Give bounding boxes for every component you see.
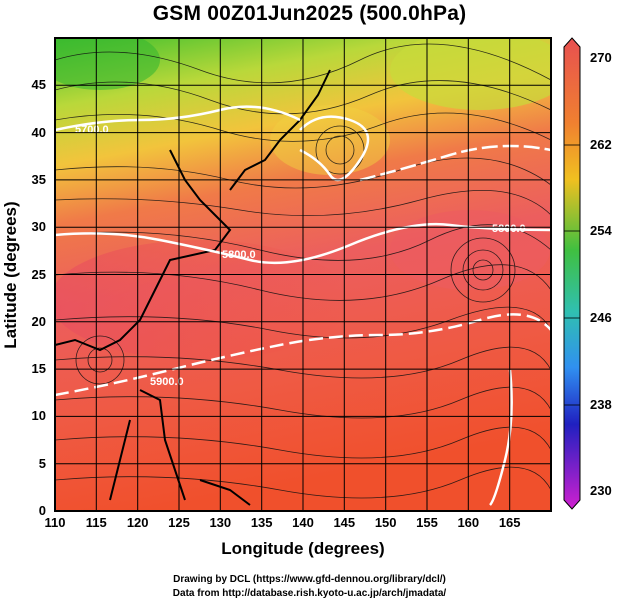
y-axis-title: Latitude (degrees) [1,201,20,349]
y-tick-label: 5 [38,455,46,471]
y-tick-label: 0 [38,503,46,518]
map-title: GSM 00Z01Jun2025 (500.0hPa) [152,2,467,25]
x-tick-label: 125 [168,515,190,530]
x-tick-label: 160 [457,515,480,530]
x-tick-label: 135 [250,515,273,530]
y-tick-label: 45 [31,77,46,93]
y-tick-label: 30 [31,219,46,235]
y-tick-label: 15 [31,361,46,377]
grid [55,38,551,511]
colorbar-label: 230 [590,483,612,498]
contour-label: 5800.0 [222,249,256,261]
colorbar [563,37,581,510]
y-tick-label: 40 [31,124,46,140]
contour-label: 5700.0 [75,124,109,136]
y-tick-label: 35 [31,171,46,187]
x-tick-label: 120 [126,515,149,530]
y-tick-label: 25 [31,266,46,282]
plot-frame [54,37,552,512]
x-tick-label: 140 [292,515,314,530]
x-tick-label: 130 [209,515,232,530]
y-tick-label: 10 [31,408,46,424]
streamlines [55,43,551,499]
temperature-field [55,38,551,511]
x-tick-label: 110 [44,515,66,530]
data-credit: Data from http://database.rish.kyoto-u.a… [172,588,447,599]
colorbar-label: 262 [590,137,612,152]
colorbar-label: 246 [590,310,612,325]
x-tick-label: 145 [333,515,356,530]
x-axis-title: Longitude (degrees) [221,539,385,558]
coastlines [55,69,331,506]
height-contours [55,105,551,506]
x-tick-label: 165 [498,515,521,530]
colorbar-label: 254 [590,223,612,238]
y-tick-label: 20 [31,313,46,329]
contour-label: 5900.0 [150,376,184,388]
colorbar-label: 270 [590,50,612,65]
contour-label: 5800.0 [492,223,526,235]
x-tick-label: 150 [374,515,397,530]
x-tick-label: 115 [85,515,107,530]
colorbar-label: 238 [590,397,612,412]
x-tick-label: 155 [416,515,438,530]
drawing-credit: Drawing by DCL (https://www.gfd-dennou.o… [173,574,446,585]
